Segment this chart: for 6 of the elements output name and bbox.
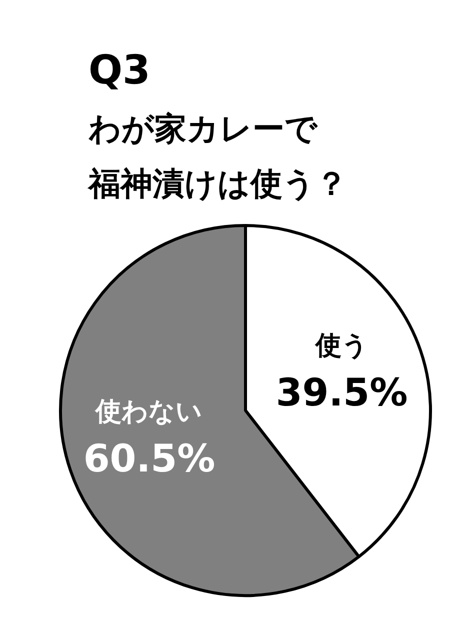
data-label: 60.5% [83,436,216,480]
data-label: 39.5% [276,370,408,414]
slice-label: 使う [314,331,368,362]
slice-label: 使わない [94,397,203,428]
chart-title: Q3 [88,48,150,94]
chart-subtitle: わが家カレーで福神漬けは使う？ [86,110,348,202]
